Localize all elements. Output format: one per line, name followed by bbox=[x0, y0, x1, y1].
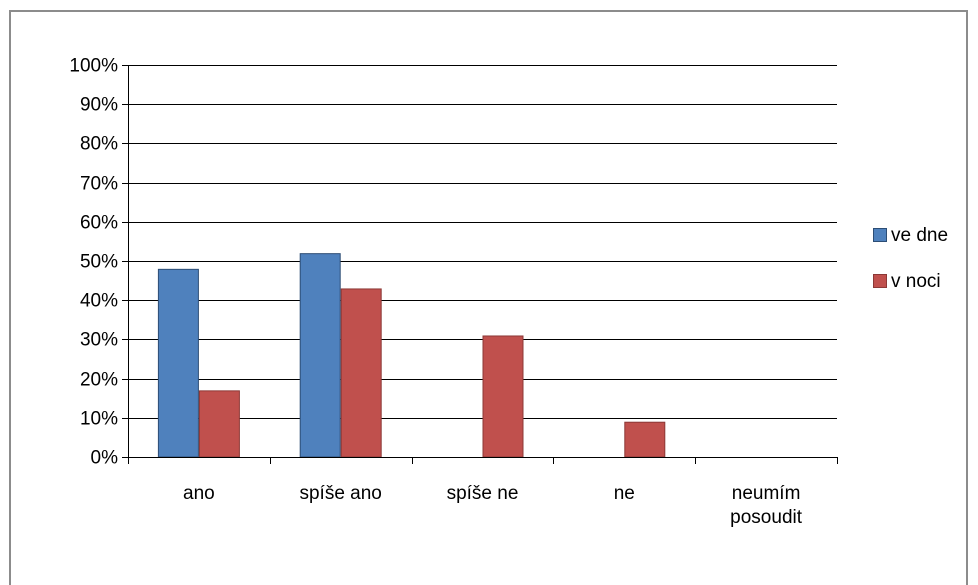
x-axis-ticks: ano spíše ano spíše ne ne neumím posoudit bbox=[183, 483, 803, 528]
bar-ve-dne-1 bbox=[299, 253, 341, 458]
x-tick-label: ano bbox=[183, 483, 215, 504]
legend: ve dne v noci bbox=[873, 225, 948, 292]
bars bbox=[157, 253, 666, 458]
legend-label: v noci bbox=[891, 271, 941, 292]
y-tick-label: 90% bbox=[80, 95, 118, 116]
bar-v-noci-2 bbox=[482, 335, 524, 458]
legend-swatch bbox=[873, 228, 887, 242]
x-tick-label: ne bbox=[614, 483, 635, 504]
y-tick-label: 60% bbox=[80, 213, 118, 234]
y-tick-label: 80% bbox=[80, 134, 118, 155]
y-tick-label: 10% bbox=[80, 409, 118, 430]
x-tick-label: posoudit bbox=[730, 507, 803, 528]
x-tick-label: neumím bbox=[732, 483, 801, 504]
y-tick-label: 30% bbox=[80, 330, 118, 351]
axes bbox=[122, 65, 838, 464]
x-tick-label: spíše ano bbox=[299, 483, 381, 504]
y-tick-label: 100% bbox=[69, 56, 118, 77]
bar-v-noci-3 bbox=[624, 421, 666, 458]
y-tick-label: 40% bbox=[80, 291, 118, 312]
y-axis-ticks: 0% 10% 20% 30% 40% 50% 60% 70% 80% 90% 100% bbox=[69, 56, 118, 469]
y-tick-label: 50% bbox=[80, 252, 118, 273]
legend-label: ve dne bbox=[891, 225, 948, 246]
y-tick-label: 0% bbox=[91, 448, 119, 469]
y-tick-label: 70% bbox=[80, 174, 118, 195]
bar-v-noci-0 bbox=[198, 390, 240, 458]
x-tick-label: spíše ne bbox=[447, 483, 519, 504]
bar-ve-dne-0 bbox=[157, 268, 199, 458]
y-tick-label: 20% bbox=[80, 370, 118, 391]
legend-swatch bbox=[873, 274, 887, 288]
bar-v-noci-1 bbox=[340, 288, 382, 458]
